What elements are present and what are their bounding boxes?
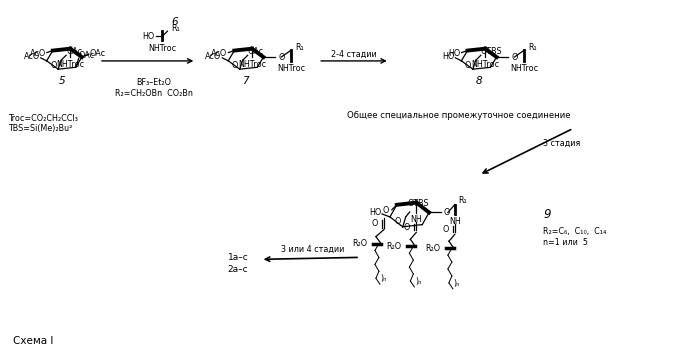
Text: R₂O: R₂O bbox=[425, 244, 440, 253]
Text: 6: 6 bbox=[171, 17, 178, 27]
Text: OTBS: OTBS bbox=[407, 199, 429, 207]
Text: R₂=CH₂OBn  CO₂Bn: R₂=CH₂OBn CO₂Bn bbox=[115, 89, 193, 98]
Text: NHTroc: NHTroc bbox=[56, 59, 85, 69]
Text: Схема I: Схема I bbox=[13, 336, 53, 346]
Text: AcO: AcO bbox=[24, 52, 40, 61]
Text: OAc: OAc bbox=[66, 47, 82, 56]
Text: AcO: AcO bbox=[211, 49, 228, 58]
Text: R₂=C₆,  C₁₀,  C₁₄: R₂=C₆, C₁₀, C₁₄ bbox=[543, 227, 607, 236]
Text: O: O bbox=[512, 52, 518, 62]
Text: NH: NH bbox=[410, 216, 422, 224]
Text: 5: 5 bbox=[59, 76, 66, 86]
Text: 2a–c: 2a–c bbox=[228, 265, 248, 274]
Text: NHTroc: NHTroc bbox=[277, 64, 305, 73]
Text: HO: HO bbox=[143, 32, 155, 41]
Text: O: O bbox=[444, 208, 450, 217]
Text: BF₃–Et₂O: BF₃–Et₂O bbox=[136, 78, 171, 87]
Text: n=1 или  5: n=1 или 5 bbox=[543, 238, 589, 247]
Text: NHTroc: NHTroc bbox=[148, 44, 176, 53]
Text: O: O bbox=[279, 52, 285, 62]
Text: R₁: R₁ bbox=[172, 24, 180, 33]
Text: 7: 7 bbox=[242, 76, 249, 86]
Text: 8: 8 bbox=[476, 76, 482, 86]
Text: O: O bbox=[232, 61, 238, 69]
Text: R₂O: R₂O bbox=[352, 239, 367, 248]
Text: R₁: R₁ bbox=[458, 196, 467, 205]
Text: AcO: AcO bbox=[29, 49, 46, 58]
Text: O: O bbox=[465, 61, 471, 69]
Text: )ₙ: )ₙ bbox=[381, 274, 387, 283]
Text: OTBS: OTBS bbox=[481, 47, 503, 56]
Text: Общее специальное промежуточное соединение: Общее специальное промежуточное соединен… bbox=[347, 111, 571, 120]
Text: 9: 9 bbox=[543, 208, 551, 221]
Text: O: O bbox=[50, 61, 57, 69]
Text: Troc=CO₂CH₂CCl₃: Troc=CO₂CH₂CCl₃ bbox=[8, 114, 78, 123]
Text: 3 или 4 стадии: 3 или 4 стадии bbox=[281, 245, 344, 254]
Text: HO: HO bbox=[369, 209, 381, 217]
Text: )ₙ: )ₙ bbox=[415, 277, 421, 286]
Text: NHTroc: NHTroc bbox=[238, 59, 266, 69]
Text: O: O bbox=[382, 206, 389, 215]
Text: NH: NH bbox=[449, 217, 461, 227]
Text: AcO: AcO bbox=[205, 52, 221, 61]
Text: R₁: R₁ bbox=[295, 42, 304, 52]
Text: O: O bbox=[442, 225, 449, 234]
Text: )ₙ: )ₙ bbox=[454, 279, 460, 288]
Text: NHTroc: NHTroc bbox=[510, 64, 538, 73]
Text: HO: HO bbox=[442, 52, 454, 61]
Text: OAc: OAc bbox=[248, 47, 264, 56]
Text: R₁: R₁ bbox=[528, 42, 537, 52]
Text: 1a–c: 1a–c bbox=[228, 253, 248, 262]
Text: OAc: OAc bbox=[90, 48, 106, 58]
Text: O: O bbox=[394, 217, 400, 226]
Text: O: O bbox=[372, 219, 378, 228]
Text: O: O bbox=[404, 223, 410, 232]
Text: OAc: OAc bbox=[78, 51, 95, 60]
Text: R₂O: R₂O bbox=[386, 242, 401, 251]
Text: HO: HO bbox=[448, 49, 461, 58]
Text: 2-4 стадии: 2-4 стадии bbox=[331, 50, 377, 58]
Text: TBS=Si(Me)₂Bu²: TBS=Si(Me)₂Bu² bbox=[8, 124, 72, 133]
Text: 3 стадия: 3 стадия bbox=[543, 139, 581, 148]
Text: NHTroc: NHTroc bbox=[471, 59, 499, 69]
